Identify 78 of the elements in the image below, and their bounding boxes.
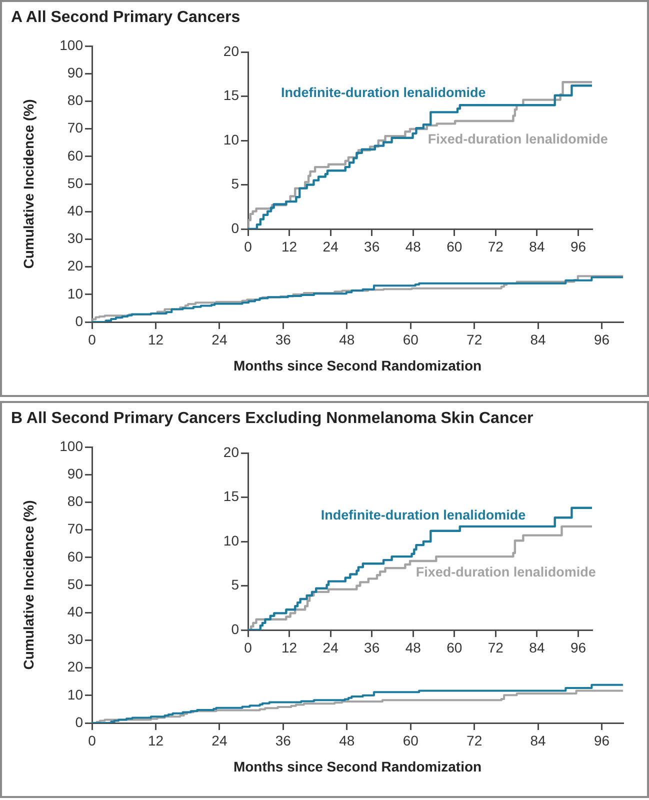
x-tick-label: 48 — [339, 331, 355, 348]
y-tick-label: 30 — [67, 631, 84, 648]
x-tick-label: 36 — [364, 238, 380, 254]
x-tick-label: 48 — [405, 238, 422, 254]
x-tick-label: 72 — [466, 732, 482, 748]
x-tick-label: 60 — [446, 238, 462, 254]
y-tick-label: 100 — [60, 438, 84, 454]
y-tick-label: 0 — [75, 714, 84, 730]
x-tick-label: 24 — [212, 732, 228, 748]
x-tick-label: 0 — [244, 639, 252, 656]
y-tick-label: 20 — [223, 444, 240, 460]
x-tick-label: 12 — [148, 331, 164, 348]
x-tick-label: 72 — [488, 639, 504, 656]
x-tick-label: 48 — [405, 639, 422, 656]
x-tick-label: 12 — [148, 732, 164, 748]
y-axis-title: Cumulative Incidence (%) — [20, 99, 36, 269]
x-tick-label: 96 — [570, 238, 586, 254]
y-tick-label: 15 — [223, 488, 240, 504]
y-axis-title: Cumulative Incidence (%) — [20, 500, 36, 670]
x-tick-label: 60 — [402, 331, 419, 348]
x-tick-label: 72 — [466, 331, 482, 348]
y-tick-label: 10 — [223, 532, 240, 548]
x-tick-label: 48 — [339, 732, 355, 748]
y-tick-label: 10 — [67, 686, 84, 702]
y-tick-label: 10 — [223, 131, 240, 148]
y-tick-label: 10 — [67, 285, 84, 302]
y-tick-label: 5 — [231, 176, 240, 192]
y-tick-label: 5 — [231, 576, 240, 593]
x-axis-title: Months since Second Randomization — [233, 758, 482, 774]
y-tick-label: 0 — [231, 220, 240, 236]
x-tick-label: 60 — [446, 639, 462, 656]
y-tick-label: 50 — [67, 174, 84, 191]
x-tick-label: 96 — [594, 732, 610, 748]
x-tick-label: 60 — [402, 732, 419, 748]
series-label: Indefinite-duration lenalidomide — [281, 84, 486, 100]
x-tick-label: 24 — [322, 238, 339, 254]
y-tick-label: 60 — [67, 147, 84, 164]
series-label: Indefinite-duration lenalidomide — [320, 508, 526, 523]
x-tick-label: 0 — [244, 238, 252, 254]
y-tick-label: 0 — [231, 620, 240, 637]
x-tick-label: 84 — [530, 732, 546, 748]
x-tick-label: 36 — [364, 639, 380, 656]
x-tick-label: 12 — [281, 639, 298, 656]
y-tick-label: 0 — [75, 312, 84, 329]
y-tick-label: 90 — [67, 64, 84, 80]
x-tick-label: 36 — [275, 732, 292, 748]
y-tick-label: 20 — [67, 258, 84, 274]
y-tick-label: 60 — [67, 548, 84, 564]
x-tick-label: 84 — [529, 639, 545, 656]
y-tick-label: 70 — [67, 120, 84, 136]
chart-title: B All Second Primary Cancers Excluding Nonmelanoma Skin Cancer — [11, 410, 534, 428]
x-tick-label: 84 — [530, 331, 546, 348]
y-tick-label: 80 — [67, 92, 84, 108]
series-label: Fixed-duration lenalidomide — [428, 132, 608, 147]
y-tick-label: 20 — [67, 658, 84, 675]
x-tick-label: 24 — [322, 639, 339, 656]
x-tick-label: 96 — [570, 639, 586, 656]
y-tick-label: 100 — [60, 36, 84, 53]
x-tick-label: 96 — [594, 331, 610, 348]
y-tick-label: 50 — [67, 576, 84, 592]
x-tick-label: 36 — [275, 331, 292, 348]
x-tick-label: 12 — [281, 238, 298, 254]
y-tick-label: 80 — [67, 493, 84, 510]
y-tick-label: 30 — [67, 230, 84, 246]
y-tick-label: 90 — [67, 465, 84, 482]
y-tick-label: 20 — [223, 42, 240, 59]
x-tick-label: 24 — [212, 331, 228, 348]
x-tick-label: 0 — [88, 732, 96, 748]
y-tick-label: 40 — [67, 202, 84, 218]
x-tick-label: 72 — [488, 238, 504, 254]
x-tick-label: 84 — [529, 238, 545, 254]
x-tick-label: 0 — [88, 331, 96, 348]
series-label: Fixed-duration lenalidomide — [416, 564, 596, 580]
chart-title: A All Second Primary Cancers — [11, 9, 240, 27]
y-tick-label: 40 — [67, 603, 84, 620]
y-tick-label: 70 — [67, 520, 84, 537]
x-axis-title: Months since Second Randomization — [233, 357, 482, 374]
y-tick-label: 15 — [223, 87, 240, 104]
